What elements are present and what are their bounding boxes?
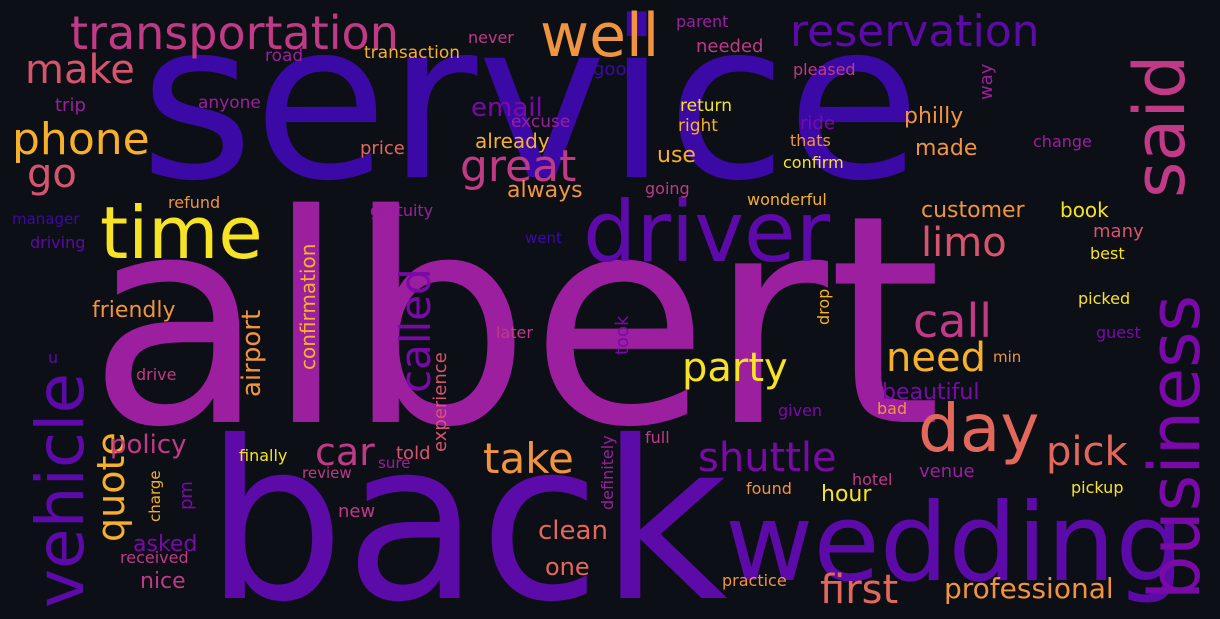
word-review: review xyxy=(302,464,352,482)
word-confirmation: confirmation xyxy=(296,243,320,370)
word-refund: refund xyxy=(168,193,221,212)
word-pleased: pleased xyxy=(793,60,856,79)
word-limo: limo xyxy=(921,220,1007,266)
word-transportation: transportation xyxy=(70,6,399,60)
word-new: new xyxy=(338,501,376,522)
word-never: never xyxy=(468,28,514,47)
word-nice: nice xyxy=(140,569,186,594)
word-need: need xyxy=(886,335,986,381)
word-email: email xyxy=(471,93,543,123)
word-u: u xyxy=(48,348,59,367)
word-party: party xyxy=(682,345,788,391)
word-wedding: wedding xyxy=(725,481,1184,606)
word-one: one xyxy=(545,553,590,581)
word-clean: clean xyxy=(538,516,608,546)
word-good: good xyxy=(593,59,638,80)
word-beautiful: beautiful xyxy=(882,380,980,405)
word-told: told xyxy=(396,443,431,464)
word-driver: driver xyxy=(583,183,831,281)
word-book: book xyxy=(1060,198,1109,222)
word-went: went xyxy=(525,229,562,247)
word-make: make xyxy=(25,47,135,93)
word-car: car xyxy=(315,430,375,474)
word-drop: drop xyxy=(814,288,833,325)
word-pick: pick xyxy=(1046,429,1128,475)
word-call: call xyxy=(913,294,993,348)
word-airport: airport xyxy=(237,309,267,397)
word-took: took xyxy=(612,315,633,355)
word-philly: philly xyxy=(904,104,964,129)
word-day: day xyxy=(918,390,1040,467)
word-phone: phone xyxy=(12,114,150,165)
word-vehicle: vehicle xyxy=(22,372,99,608)
word-best: best xyxy=(1090,244,1125,263)
word-professional: professional xyxy=(944,572,1114,605)
word-sure: sure xyxy=(378,454,411,472)
word-service: service xyxy=(140,0,921,229)
word-anyone: anyone xyxy=(198,93,261,113)
word-experience: experience xyxy=(430,352,451,452)
word-albert: albert xyxy=(88,154,942,491)
word-confirm: confirm xyxy=(783,153,844,172)
word-return: return xyxy=(680,96,732,116)
word-said: said xyxy=(1119,54,1201,198)
word-bad: bad xyxy=(877,399,908,418)
word-hotel: hotel xyxy=(852,470,893,489)
word-go: go xyxy=(27,151,77,197)
word-shuttle: shuttle xyxy=(698,435,837,481)
word-take: take xyxy=(483,434,574,483)
word-already: already xyxy=(475,129,550,153)
word-asked: asked xyxy=(133,532,198,557)
word-way: way xyxy=(976,63,997,100)
word-finally: finally xyxy=(239,446,288,465)
word-business: business xyxy=(1134,294,1216,600)
word-many: many xyxy=(1093,221,1144,242)
word-well: well xyxy=(540,1,660,71)
word-drive: drive xyxy=(136,365,177,384)
word-right: right xyxy=(678,116,718,136)
word-pm: pm xyxy=(176,481,197,510)
word-use: use xyxy=(657,143,696,168)
word-change: change xyxy=(1033,132,1092,151)
word-back: back xyxy=(205,394,728,619)
word-full: full xyxy=(645,428,670,447)
word-venue: venue xyxy=(919,461,975,482)
word-parent: parent xyxy=(676,12,729,31)
word-trip: trip xyxy=(55,95,86,116)
word-received: received xyxy=(120,548,189,567)
word-thats: thats xyxy=(790,131,831,150)
word-gratuity: gratuity xyxy=(370,201,434,220)
word-road: road xyxy=(265,46,304,66)
word-friendly: friendly xyxy=(92,298,176,323)
word-transaction: transaction xyxy=(364,43,461,63)
word-going: going xyxy=(645,179,690,198)
word-driving: driving xyxy=(30,233,86,252)
word-guest: guest xyxy=(1096,323,1141,342)
word-excuse: excuse xyxy=(511,112,571,132)
word-policy: policy xyxy=(110,430,187,460)
word-wonderful: wonderful xyxy=(747,190,827,209)
word-price: price xyxy=(360,138,405,159)
word-pickup: pickup xyxy=(1071,478,1124,497)
word-practice: practice xyxy=(722,571,787,590)
word-manager: manager xyxy=(12,210,80,228)
word-customer: customer xyxy=(921,198,1025,223)
word-given: given xyxy=(778,401,823,420)
word-later: later xyxy=(496,323,533,342)
word-charge: charge xyxy=(146,470,164,522)
word-hour: hour xyxy=(821,482,872,507)
word-reservation: reservation xyxy=(790,6,1040,57)
word-ride: ride xyxy=(800,113,835,134)
word-made: made xyxy=(915,136,978,161)
word-needed: needed xyxy=(696,36,764,57)
word-time: time xyxy=(100,191,263,275)
word-min: min xyxy=(993,348,1022,366)
word-found: found xyxy=(746,479,792,498)
word-great: great xyxy=(460,141,577,192)
word-first: first xyxy=(820,567,899,613)
word-always: always xyxy=(507,178,583,203)
word-picked: picked xyxy=(1078,289,1131,308)
word-definitely: definitely xyxy=(598,435,617,510)
